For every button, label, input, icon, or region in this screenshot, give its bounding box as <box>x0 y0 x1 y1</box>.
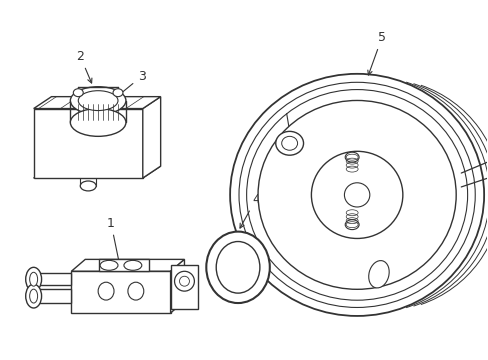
Ellipse shape <box>311 151 402 238</box>
Ellipse shape <box>275 131 303 155</box>
Ellipse shape <box>70 87 126 114</box>
Ellipse shape <box>80 181 96 191</box>
Polygon shape <box>34 289 71 303</box>
Ellipse shape <box>246 90 467 300</box>
Polygon shape <box>99 260 148 271</box>
Ellipse shape <box>30 272 38 286</box>
Polygon shape <box>34 109 142 178</box>
Polygon shape <box>170 260 184 313</box>
Ellipse shape <box>26 267 41 291</box>
Ellipse shape <box>345 220 358 230</box>
Ellipse shape <box>98 282 114 300</box>
Ellipse shape <box>78 91 118 111</box>
Ellipse shape <box>368 261 388 288</box>
Polygon shape <box>142 96 161 178</box>
Polygon shape <box>170 265 198 309</box>
Ellipse shape <box>26 284 41 308</box>
Ellipse shape <box>239 82 474 307</box>
Ellipse shape <box>100 260 118 270</box>
Ellipse shape <box>73 89 83 96</box>
Text: 2: 2 <box>76 50 92 83</box>
Ellipse shape <box>113 89 122 96</box>
Ellipse shape <box>281 136 297 150</box>
Ellipse shape <box>123 260 142 270</box>
Ellipse shape <box>216 242 259 293</box>
Ellipse shape <box>258 100 455 289</box>
Ellipse shape <box>70 109 126 136</box>
Ellipse shape <box>344 183 369 207</box>
Polygon shape <box>34 166 161 178</box>
Ellipse shape <box>345 152 358 162</box>
Polygon shape <box>34 273 71 285</box>
Polygon shape <box>34 96 161 109</box>
Ellipse shape <box>174 271 194 291</box>
Ellipse shape <box>30 289 38 303</box>
Text: 4: 4 <box>240 193 259 228</box>
Ellipse shape <box>206 231 269 303</box>
Ellipse shape <box>179 276 189 286</box>
Text: 3: 3 <box>109 70 145 103</box>
Polygon shape <box>71 271 170 313</box>
Ellipse shape <box>230 74 483 316</box>
Ellipse shape <box>128 282 143 300</box>
Text: 1: 1 <box>107 217 121 267</box>
Text: 5: 5 <box>367 31 385 75</box>
Polygon shape <box>71 260 184 271</box>
